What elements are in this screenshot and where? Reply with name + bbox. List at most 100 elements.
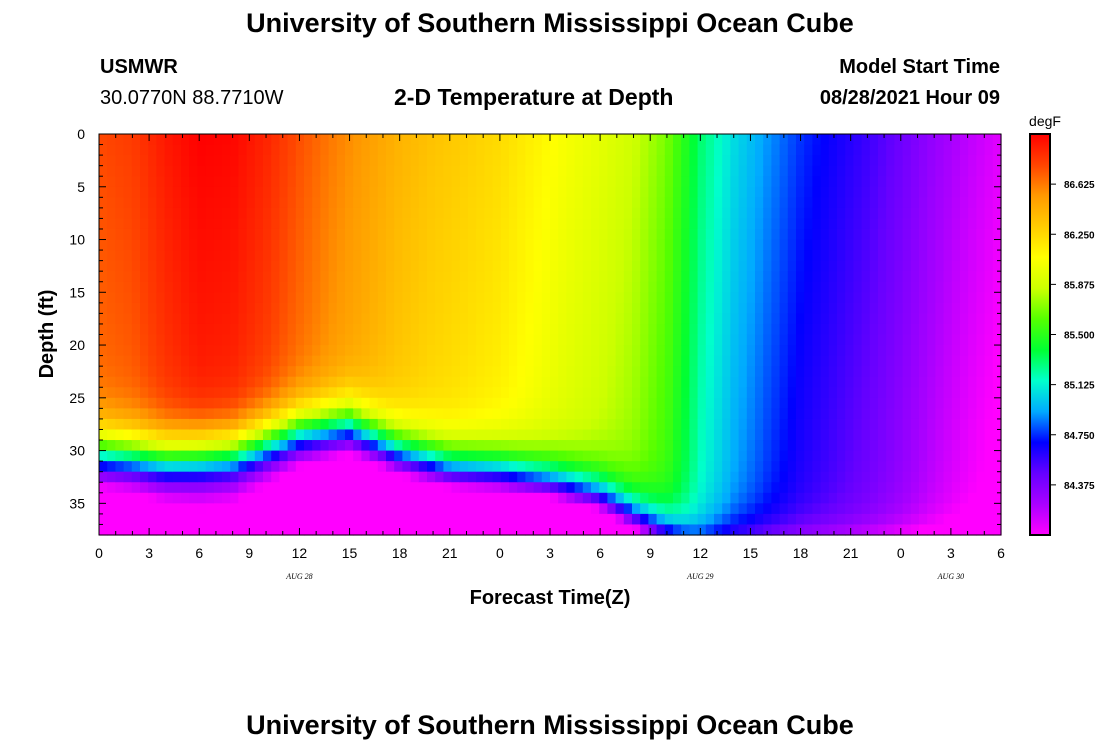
heatmap-cell bbox=[140, 134, 149, 146]
heatmap-cell bbox=[656, 207, 666, 220]
heatmap-cell bbox=[320, 197, 330, 209]
heatmap-cell bbox=[714, 440, 723, 452]
heatmap-cell bbox=[919, 366, 928, 378]
heatmap-cell bbox=[763, 492, 772, 504]
heatmap-cell bbox=[156, 345, 166, 357]
heatmap-cell bbox=[295, 492, 305, 504]
heatmap-cell bbox=[189, 207, 198, 220]
heatmap-cell bbox=[910, 260, 920, 272]
heatmap-cell bbox=[484, 228, 494, 241]
heatmap-cell bbox=[115, 397, 125, 409]
heatmap-cell bbox=[960, 302, 969, 314]
heatmap-cell bbox=[459, 429, 469, 441]
heatmap-cell bbox=[345, 408, 354, 420]
heatmap-cell bbox=[115, 292, 125, 304]
heatmap-cell bbox=[845, 450, 854, 462]
heatmap-cell bbox=[525, 323, 535, 336]
heatmap-cell bbox=[574, 513, 584, 526]
heatmap-cell bbox=[263, 239, 272, 251]
heatmap-cell bbox=[599, 503, 608, 515]
heatmap-cell bbox=[804, 355, 813, 367]
heatmap-cell bbox=[812, 197, 822, 209]
heatmap-cell bbox=[107, 492, 116, 504]
heatmap-cell bbox=[935, 207, 945, 220]
heatmap-cell bbox=[869, 165, 879, 177]
heatmap-cell bbox=[148, 260, 157, 272]
heatmap-cell bbox=[148, 418, 157, 431]
heatmap-cell bbox=[779, 134, 789, 146]
heatmap-cell bbox=[451, 207, 461, 220]
heatmap-cell bbox=[156, 197, 166, 209]
heatmap-cell bbox=[615, 176, 625, 188]
heatmap-cell bbox=[123, 524, 133, 536]
heatmap-cell bbox=[451, 176, 461, 188]
heatmap-cell bbox=[189, 323, 198, 336]
heatmap-cell bbox=[837, 271, 846, 283]
heatmap-cell bbox=[336, 207, 346, 220]
heatmap-cell bbox=[541, 450, 551, 462]
heatmap-cell bbox=[779, 418, 789, 431]
heatmap-cell bbox=[730, 366, 740, 378]
heatmap-cell bbox=[763, 482, 772, 494]
heatmap-cell bbox=[295, 239, 305, 251]
heatmap-cell bbox=[115, 281, 125, 293]
heatmap-cell bbox=[968, 239, 977, 251]
heatmap-cell bbox=[796, 271, 805, 283]
heatmap-cell bbox=[837, 387, 846, 399]
heatmap-cell bbox=[837, 492, 846, 504]
heatmap-cell bbox=[615, 418, 625, 431]
heatmap-cell bbox=[517, 408, 526, 420]
heatmap-cell bbox=[746, 482, 756, 494]
heatmap-cell bbox=[960, 134, 969, 146]
heatmap-cell bbox=[779, 366, 789, 378]
heatmap-cell bbox=[828, 260, 838, 272]
heatmap-cell bbox=[345, 176, 354, 188]
heatmap-cell bbox=[517, 271, 526, 283]
heatmap-cell bbox=[402, 334, 412, 346]
heatmap-cell bbox=[771, 239, 781, 251]
heatmap-cell bbox=[140, 492, 149, 504]
heatmap-cell bbox=[919, 334, 928, 346]
heatmap-cell bbox=[615, 292, 625, 304]
heatmap-cell bbox=[509, 376, 518, 388]
heatmap-cell bbox=[582, 387, 592, 399]
heatmap-cell bbox=[566, 471, 576, 483]
heatmap-cell bbox=[238, 513, 248, 526]
heatmap-cell bbox=[894, 440, 904, 452]
heatmap-cell bbox=[558, 355, 567, 367]
heatmap-cell bbox=[648, 271, 658, 283]
heatmap-cell bbox=[312, 408, 321, 420]
heatmap-cell bbox=[804, 513, 813, 526]
heatmap-cell bbox=[500, 482, 510, 494]
heatmap-cell bbox=[304, 155, 313, 167]
heatmap-cell bbox=[763, 334, 772, 346]
heatmap-cell bbox=[263, 165, 272, 177]
heatmap-cell bbox=[238, 492, 248, 504]
heatmap-cell bbox=[615, 250, 625, 262]
heatmap-cell bbox=[148, 345, 157, 357]
heatmap-cell bbox=[869, 345, 879, 357]
heatmap-cell bbox=[787, 144, 797, 156]
heatmap-cell bbox=[468, 207, 477, 220]
heatmap-cell bbox=[189, 260, 198, 272]
heatmap-cell bbox=[705, 397, 715, 409]
heatmap-cell bbox=[689, 134, 699, 146]
heatmap-cell bbox=[230, 334, 239, 346]
heatmap-cell bbox=[984, 492, 994, 504]
heatmap-cell bbox=[295, 461, 305, 473]
heatmap-cell bbox=[722, 207, 731, 220]
heatmap-cell bbox=[574, 440, 584, 452]
heatmap-cell bbox=[131, 134, 141, 146]
heatmap-cell bbox=[664, 302, 674, 314]
heatmap-cell bbox=[123, 429, 133, 441]
heatmap-cell bbox=[623, 228, 633, 241]
heatmap-cell bbox=[705, 260, 715, 272]
heatmap-cell bbox=[213, 218, 223, 230]
heatmap-cell bbox=[476, 144, 485, 156]
heatmap-cell bbox=[394, 440, 403, 452]
heatmap-cell bbox=[328, 134, 338, 146]
heatmap-cell bbox=[558, 218, 567, 230]
heatmap-cell bbox=[681, 397, 690, 409]
heatmap-cell bbox=[853, 302, 863, 314]
heatmap-cell bbox=[681, 186, 690, 198]
